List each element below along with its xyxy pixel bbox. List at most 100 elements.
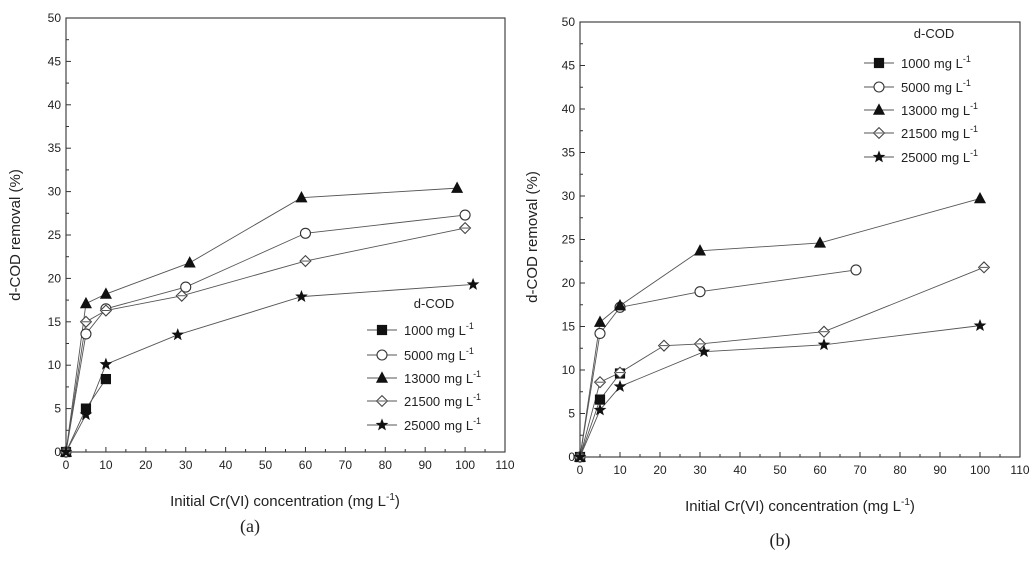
y-tick-label: 50 bbox=[48, 11, 62, 25]
x-tick-label: 10 bbox=[99, 458, 113, 472]
data-point-5000 bbox=[299, 227, 312, 239]
y-tick-label: 45 bbox=[562, 59, 576, 73]
legend-item-21500: 21500 mg L-1 bbox=[367, 392, 481, 409]
data-point-13000 bbox=[593, 315, 607, 327]
legend-item-21500: 21500 mg L-1 bbox=[864, 124, 978, 141]
legend-unit-sup: -1 bbox=[970, 101, 978, 111]
data-point-1000 bbox=[100, 373, 112, 385]
y-tick-label: 5 bbox=[568, 407, 575, 421]
series-line-13000 bbox=[579, 198, 981, 458]
legend-item-5000: 5000 mg L-1 bbox=[367, 346, 474, 363]
legend-item-5000: 5000 mg L-1 bbox=[864, 78, 971, 95]
data-point-1000 bbox=[594, 394, 606, 405]
data-point-13000 bbox=[613, 298, 627, 311]
data-point-13000 bbox=[183, 256, 196, 268]
data-point-25000 bbox=[593, 403, 607, 416]
legend-unit: mg L bbox=[437, 323, 466, 338]
y-tick-label: 30 bbox=[562, 189, 576, 203]
y-tick-label: 45 bbox=[48, 54, 62, 68]
data-point-25000 bbox=[697, 345, 711, 358]
legend-unit-sup: -1 bbox=[466, 346, 474, 356]
legend-marker-1000 bbox=[376, 324, 388, 336]
series-line-13000 bbox=[65, 187, 458, 453]
data-point-13000 bbox=[295, 191, 308, 203]
legend-item-25000: 25000 mg L-1 bbox=[864, 148, 978, 165]
legend-unit: mg L bbox=[941, 126, 970, 141]
y-tick-label: 40 bbox=[562, 102, 576, 116]
x-tick-label: 90 bbox=[419, 458, 433, 472]
legend-unit-sup: -1 bbox=[970, 148, 978, 158]
legend-item-25000: 25000 mg L-1 bbox=[367, 416, 481, 433]
x-tick-label: 0 bbox=[63, 458, 70, 472]
x-tick-label: 20 bbox=[139, 458, 153, 472]
y-tick-label: 10 bbox=[562, 363, 576, 377]
data-point-5000 bbox=[594, 327, 606, 340]
x-tick-label: 50 bbox=[773, 463, 787, 477]
legend-marker-13000 bbox=[872, 103, 886, 115]
x-tick-label: 20 bbox=[653, 463, 667, 477]
x-tick-label: 60 bbox=[813, 463, 827, 477]
x-axis-title: Initial Cr(VI) concentration (mg L-1) bbox=[170, 492, 400, 510]
legend-unit-sup: -1 bbox=[473, 369, 481, 379]
legend-series-name: 25000 bbox=[404, 418, 440, 433]
y-tick-label: 35 bbox=[48, 141, 62, 155]
data-point-25000 bbox=[171, 328, 185, 341]
plot-frame bbox=[65, 17, 506, 453]
legend-unit: mg L bbox=[444, 394, 473, 409]
legend-unit: mg L bbox=[934, 56, 963, 71]
legend-unit: mg L bbox=[437, 348, 466, 363]
data-point-25000 bbox=[295, 289, 308, 303]
legend-unit: mg L bbox=[444, 418, 473, 433]
series-line-25000 bbox=[579, 325, 981, 458]
x-tick-label: 60 bbox=[299, 458, 313, 472]
y-tick-label: 20 bbox=[48, 271, 62, 285]
x-tick-label: 100 bbox=[455, 458, 475, 472]
legend-label: 5000 mg L-1 bbox=[901, 78, 971, 95]
legend-item-13000: 13000 mg L-1 bbox=[367, 369, 481, 386]
legend-unit: mg L bbox=[444, 371, 473, 386]
data-point-13000 bbox=[813, 236, 827, 248]
x-axis-title: Initial Cr(VI) concentration (mg L-1) bbox=[685, 497, 915, 515]
legend-unit-sup: -1 bbox=[963, 78, 971, 88]
y-tick-label: 35 bbox=[562, 146, 576, 160]
legend-label: 1000 mg L-1 bbox=[901, 54, 971, 71]
y-axis-title: d-COD removal (%) bbox=[524, 171, 541, 303]
x-tick-label: 70 bbox=[853, 463, 867, 477]
legend-series-name: 5000 bbox=[901, 80, 930, 95]
x-tick-label: 100 bbox=[970, 463, 990, 477]
legend-marker-13000 bbox=[375, 371, 389, 383]
legend-label: 13000 mg L-1 bbox=[901, 101, 978, 118]
chart-panel-b: 0 10 20 30 40 50 60 70 80 90 100 110 0 5 10 15 20 25 30 35 4… bbox=[524, 15, 1030, 551]
legend-label: 1000 mg L-1 bbox=[404, 321, 474, 338]
series-line-21500 bbox=[579, 266, 985, 458]
legend-label: 25000 mg L-1 bbox=[404, 416, 481, 433]
x-tick-label: 80 bbox=[893, 463, 907, 477]
legend-series-name: 13000 bbox=[901, 103, 937, 118]
legend-label: 5000 mg L-1 bbox=[404, 346, 474, 363]
panel-caption: (b) bbox=[770, 530, 791, 551]
y-tick-label: 15 bbox=[48, 315, 62, 329]
data-point-13000 bbox=[99, 287, 112, 299]
x-tick-label: 110 bbox=[495, 458, 514, 472]
legend-label: 25000 mg L-1 bbox=[901, 148, 978, 165]
data-point-25000 bbox=[973, 318, 987, 332]
y-tick-label: 50 bbox=[562, 15, 576, 29]
legend-unit: mg L bbox=[934, 80, 963, 95]
y-tick-label: 0 bbox=[54, 445, 61, 459]
x-tick-label: 0 bbox=[577, 463, 584, 477]
x-axis-title-sup: -1 bbox=[386, 492, 395, 503]
legend-label: 21500 mg L-1 bbox=[404, 392, 481, 409]
legend-series-name: 13000 bbox=[404, 371, 440, 386]
data-point-25000 bbox=[466, 277, 480, 290]
x-tick-label: 90 bbox=[933, 463, 947, 477]
data-point-25000 bbox=[817, 338, 831, 351]
data-point-25000 bbox=[79, 408, 93, 421]
y-tick-label: 25 bbox=[562, 233, 576, 247]
legend-series-name: 1000 bbox=[901, 56, 930, 71]
legend-series-name: 5000 bbox=[404, 348, 433, 363]
legend-marker-25000 bbox=[375, 418, 389, 431]
legend-series-name: 21500 bbox=[404, 394, 440, 409]
legend-unit: mg L bbox=[941, 103, 970, 118]
